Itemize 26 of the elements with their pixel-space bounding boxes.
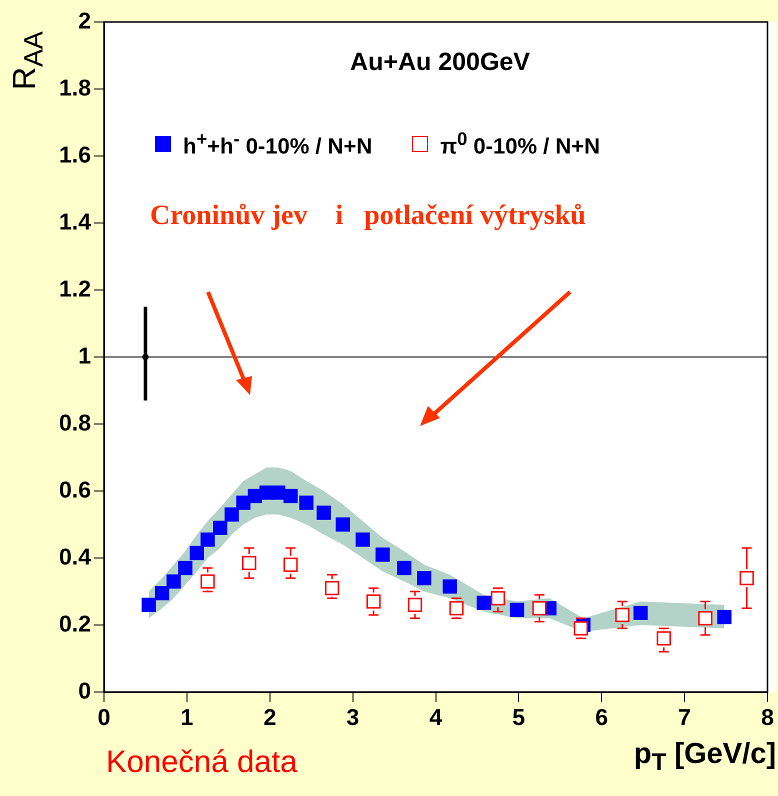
y-tick-label: 2	[78, 7, 91, 34]
legend-label: π$^{0}$ 0-10% / N+N	[440, 128, 600, 160]
y-tick-label: 0.4	[59, 543, 92, 570]
x-tick-label: 6	[595, 704, 608, 730]
y-tick-label: 0	[78, 677, 91, 704]
x-tick-label: 7	[678, 704, 691, 730]
annotation: Croninův jev i potlačení výtrysků	[150, 200, 586, 232]
x-tick-label: 5	[512, 704, 526, 730]
legend-label: h$^{+}$+h$^{-}$ 0-10% / N+N	[183, 128, 372, 160]
x-axis-title: p$_{T}$ [GeV/c]	[634, 738, 776, 777]
y-tick-label: 0.2	[59, 610, 91, 636]
y-tick-label: 0.8	[59, 409, 92, 436]
y-tick-label: 1.6	[59, 141, 91, 168]
x-tick-label: 4	[429, 704, 442, 730]
y-tick-label: 1.8	[59, 74, 92, 100]
x-tick-label: 0	[98, 704, 110, 730]
x-tick-label: 2	[263, 704, 276, 730]
y-tick-label: 1	[78, 342, 92, 368]
x-tick-label: 1	[180, 704, 194, 730]
y-tick-label: 1.2	[59, 275, 91, 302]
text: Au+Au 200GeV	[349, 48, 531, 77]
y-tick-label: 0.6	[59, 476, 91, 502]
y-tick-label: 1.4	[59, 208, 92, 234]
x-tick-label: 3	[346, 704, 360, 730]
x-tick-label: 8	[761, 704, 774, 730]
text: Konečná data	[106, 744, 298, 780]
